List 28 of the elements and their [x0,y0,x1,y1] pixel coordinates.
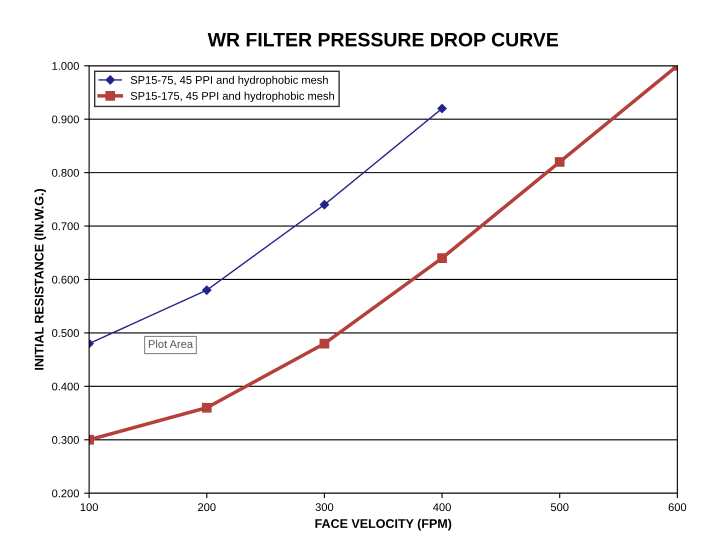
y-tick-label: 0.600 [52,276,79,284]
x-axis-title: FACE VELOCITY (FPM) [315,518,452,530]
y-tick-label: 1.000 [52,62,79,70]
annotation: Plot Area [148,340,194,348]
y-tick-label: 0.200 [52,489,79,498]
y-tick-label: 0.900 [52,115,79,124]
point [437,253,447,263]
x-tick-label: 600 [668,503,686,512]
x-tick-label: 100 [80,503,98,512]
y-axis-title: INITIAL RESISTANCE (IN.W.G.) [34,189,46,370]
y-tick-label: 0.700 [52,222,79,230]
y-tick-label: 0.400 [52,382,79,390]
x-tick-label: 500 [550,503,569,512]
y-tick-label: 0.300 [52,436,79,444]
y-tick-label: 0.500 [52,329,79,338]
point [202,402,212,413]
point [554,157,565,167]
x-tick-label: 200 [198,503,216,512]
x-tick-label: 300 [316,503,334,512]
x-tick-label: 400 [433,503,451,512]
chart-title: WR FILTER PRESSURE DROP CURVE [208,32,558,47]
legend-label: SP15-175, 45 PPI and hydrophobic mesh [130,92,334,102]
point [437,104,447,114]
legend-label: SP15-75, 45 PPI and hydrophobic mesh [130,76,328,86]
point [320,200,330,210]
y-tick-label: 0.800 [52,168,79,177]
point [320,338,330,348]
point [202,286,212,295]
